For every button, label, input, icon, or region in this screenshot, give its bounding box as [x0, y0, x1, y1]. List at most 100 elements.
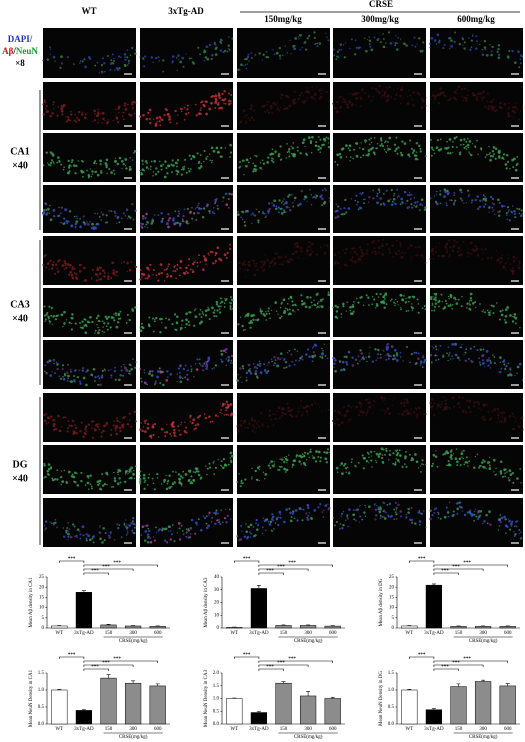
cell: [377, 251, 380, 254]
cell: [64, 374, 67, 377]
cell: [272, 49, 274, 51]
cell: [79, 530, 81, 533]
cell: [116, 523, 118, 526]
cell: [314, 402, 317, 405]
cell: [272, 158, 274, 160]
cell: [390, 298, 393, 301]
cell: [269, 106, 273, 110]
cell: [91, 278, 93, 280]
cell: [193, 261, 195, 263]
error-bar: [256, 710, 261, 713]
cell: [397, 304, 399, 306]
cell: [462, 240, 465, 243]
image-panel: [237, 133, 331, 182]
cell: [499, 371, 502, 374]
cell: [317, 506, 320, 509]
cell: [188, 222, 190, 225]
cell: [64, 264, 67, 267]
bar: [275, 625, 292, 629]
cell: [468, 399, 472, 403]
cell: [433, 414, 436, 417]
cell: [190, 475, 193, 478]
cell: [289, 413, 292, 416]
cell: [313, 354, 317, 357]
cell: [117, 468, 120, 472]
cell: [496, 198, 500, 202]
cell: [351, 305, 355, 308]
cell: [103, 368, 106, 370]
cell: [308, 355, 311, 359]
cell: [377, 188, 381, 191]
cell: [113, 370, 116, 373]
y-tick-label: 0: [217, 626, 220, 631]
cell: [409, 453, 411, 456]
cell: [319, 299, 323, 302]
cell: [345, 413, 348, 415]
cell: [375, 452, 379, 456]
panel-background: [333, 82, 426, 130]
cell: [288, 104, 292, 108]
cell: [357, 462, 360, 464]
cell: [59, 160, 61, 163]
cell: [347, 350, 351, 354]
cell: [376, 142, 379, 145]
cell: [502, 411, 505, 414]
cell: [213, 314, 216, 318]
cell: [47, 467, 51, 471]
cell: [378, 510, 382, 514]
cell: [45, 105, 48, 108]
cell: [353, 250, 357, 254]
cell: [341, 147, 345, 150]
cell: [218, 311, 222, 314]
cell: [49, 374, 52, 377]
cell: [388, 247, 390, 250]
cell: [43, 462, 46, 465]
image-panel: [332, 498, 427, 547]
cell: [239, 367, 242, 370]
cell: [150, 374, 154, 377]
cell: [446, 99, 448, 101]
cell: [388, 502, 392, 506]
cell: [245, 276, 247, 278]
cell: [291, 193, 293, 196]
cell: [249, 157, 252, 159]
cell: [237, 210, 239, 213]
cell: [97, 483, 100, 487]
cell: [57, 156, 60, 159]
cell: [139, 329, 143, 333]
cell: [512, 117, 514, 119]
cell: [365, 294, 368, 297]
cell: [482, 362, 485, 365]
x-tick-label: 150: [105, 631, 113, 636]
cell: [295, 359, 297, 362]
cell: [169, 373, 173, 376]
cell: [272, 161, 275, 164]
x-axis-label: CRSE(mg/kg): [294, 639, 323, 644]
error-bar: [106, 674, 111, 679]
cell: [222, 200, 224, 202]
cell: [142, 218, 144, 220]
cell: [225, 256, 228, 260]
cell: [148, 108, 152, 112]
cell: [441, 400, 443, 403]
cell: [385, 358, 388, 361]
cell: [231, 298, 234, 302]
cell: [293, 246, 296, 249]
cell: [333, 409, 337, 413]
cell: [434, 302, 438, 305]
cell: [340, 313, 343, 315]
cell: [482, 465, 484, 468]
cell: [61, 480, 63, 483]
cell: [488, 510, 491, 513]
cell: [190, 480, 192, 483]
cell: [239, 485, 242, 488]
cell: [124, 58, 127, 61]
cell: [456, 460, 459, 463]
cell: [228, 508, 231, 511]
cell: [60, 55, 63, 59]
cell: [103, 482, 107, 486]
cell: [142, 163, 144, 165]
cell: [431, 93, 435, 97]
cell: [98, 216, 101, 218]
cell: [110, 376, 113, 379]
